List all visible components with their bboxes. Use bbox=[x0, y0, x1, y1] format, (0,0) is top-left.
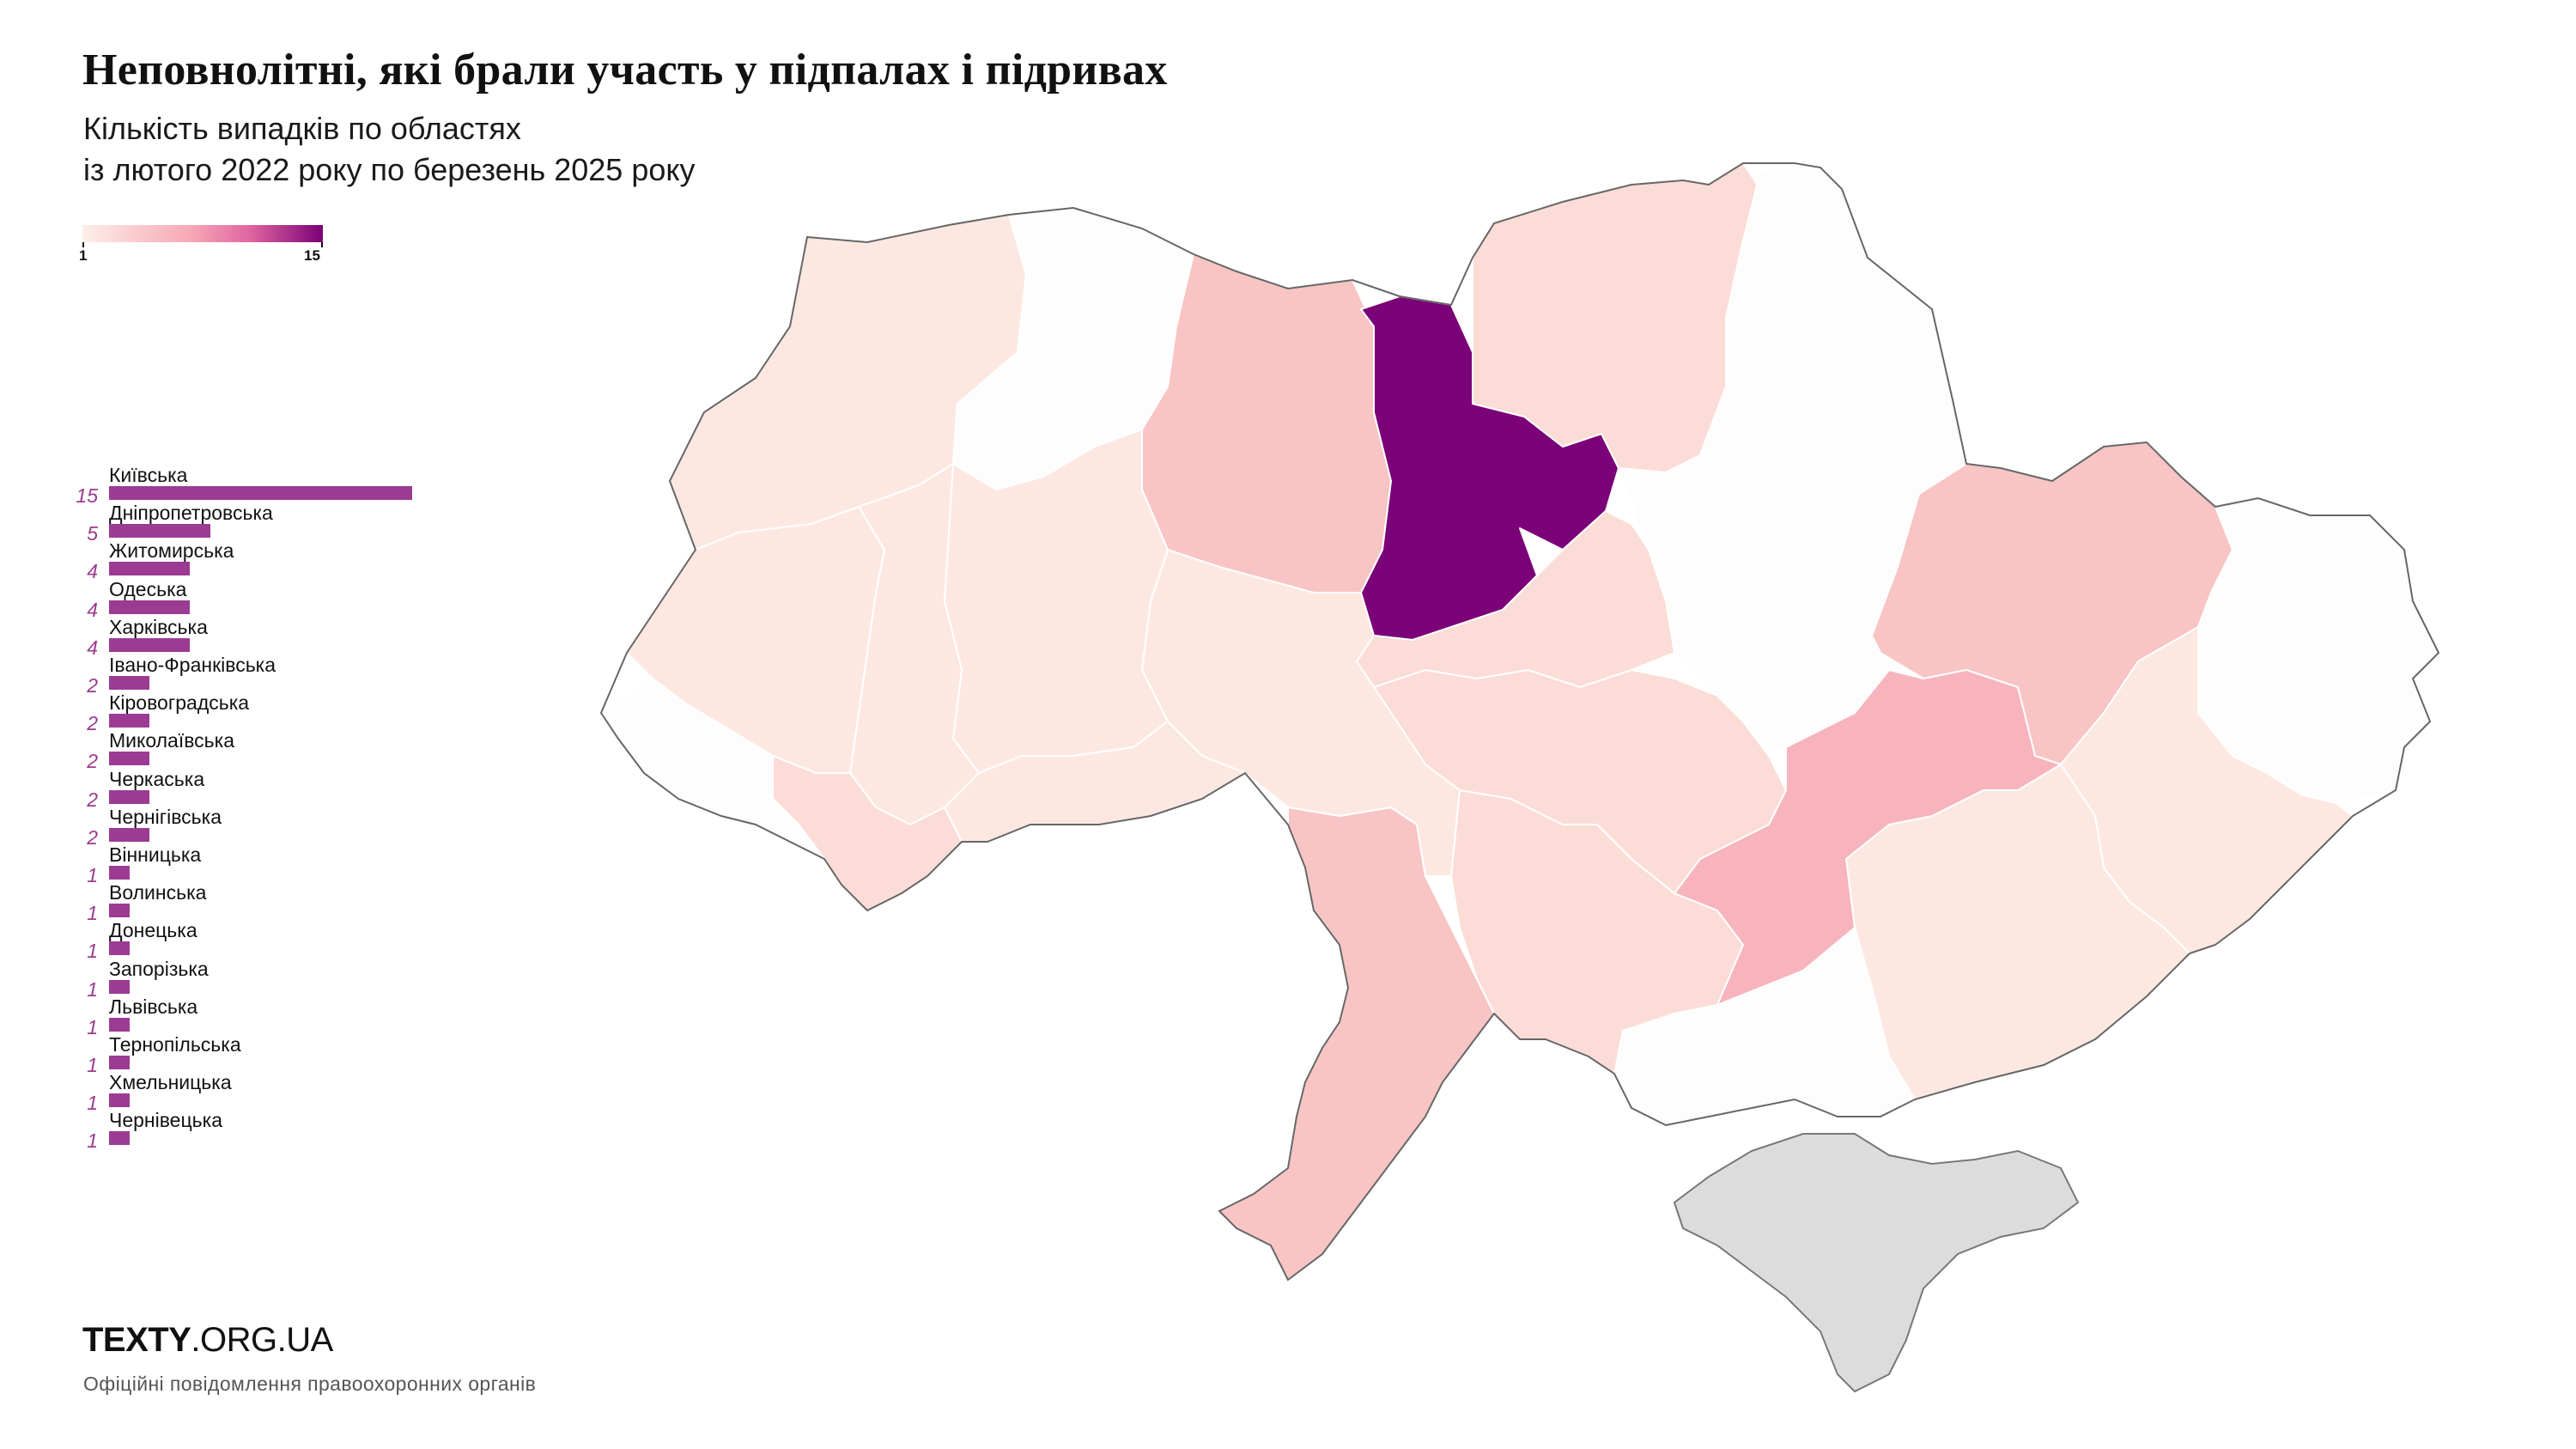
bar-category-label: Хмельницька bbox=[109, 1071, 232, 1094]
bar-value-label: 4 bbox=[87, 598, 98, 621]
crimea-outline bbox=[1673, 1133, 2080, 1393]
bar-category-label: Львівська bbox=[109, 995, 198, 1018]
brand-logo: TEXTY.ORG.UA bbox=[82, 1321, 333, 1360]
bar-value-label: 4 bbox=[87, 636, 98, 659]
region-18 bbox=[944, 429, 1169, 774]
bar-value-label: 2 bbox=[87, 712, 98, 735]
bar bbox=[109, 904, 130, 918]
bar bbox=[109, 941, 130, 956]
source-note: Офіційні повідомлення правоохоронних орг… bbox=[83, 1373, 537, 1395]
region-16 bbox=[1674, 669, 2062, 1006]
bar-value-label: 1 bbox=[87, 1129, 98, 1153]
bar bbox=[109, 1017, 130, 1032]
bar-category-label: Київська bbox=[109, 464, 188, 486]
bar-value-label: 2 bbox=[87, 825, 98, 849]
bar-row: Хмельницька 1 bbox=[0, 1071, 481, 1114]
bar bbox=[109, 600, 191, 614]
bar-value-label: 1 bbox=[87, 1054, 98, 1076]
bar-row: Тернопільська 1 bbox=[0, 1033, 481, 1076]
bar-value-label: 1 bbox=[87, 1092, 98, 1115]
legend-min-label: 1 bbox=[79, 247, 88, 264]
bar bbox=[109, 1131, 130, 1146]
bar-chart: Київська 15 Дніпропетровська 5 Житомирська 4 О… bbox=[0, 0, 481, 1449]
region-14 bbox=[1356, 510, 1675, 688]
bar bbox=[109, 714, 150, 728]
bar-category-label: Запорізька bbox=[109, 957, 209, 980]
bar-category-label: Івано-Франківська bbox=[109, 654, 276, 676]
bar-value-label: 1 bbox=[87, 864, 98, 886]
bar-value-label: 1 bbox=[87, 977, 98, 1001]
bar bbox=[109, 752, 150, 766]
bar-row: Миколаївська 2 bbox=[0, 729, 481, 772]
bar-category-label: Чернігівська bbox=[109, 805, 222, 828]
subtitle-line-1: Кількість випадків по областях bbox=[83, 111, 521, 146]
bar-value-label: 15 bbox=[76, 484, 98, 507]
bar-category-label: Харківська bbox=[109, 615, 208, 638]
bar bbox=[109, 562, 191, 576]
bar-row: Івано-Франківська 2 bbox=[0, 654, 481, 697]
bar-category-label: Миколаївська bbox=[109, 729, 235, 752]
bar bbox=[109, 789, 150, 804]
bar-value-label: 2 bbox=[87, 788, 98, 811]
subtitle-line-2: із лютого 2022 року по березень 2025 рок… bbox=[83, 152, 696, 187]
bar-row: Черкаська 2 bbox=[0, 767, 481, 811]
bar-category-label: Волинська bbox=[109, 881, 207, 904]
bar bbox=[109, 979, 130, 994]
legend-tick-max bbox=[321, 242, 323, 247]
bar-value-label: 5 bbox=[87, 522, 98, 545]
bar bbox=[109, 1093, 130, 1108]
legend-gradient bbox=[82, 225, 323, 242]
bar-category-label: Донецька bbox=[109, 919, 197, 942]
bar-category-label: Вінницька bbox=[109, 843, 202, 866]
bar-value-label: 2 bbox=[87, 674, 98, 697]
legend-max-label: 15 bbox=[304, 247, 320, 264]
bar-category-label: Черкаська bbox=[109, 767, 205, 790]
bar bbox=[109, 486, 412, 500]
region-24 bbox=[1674, 1133, 2079, 1392]
brand-logo-bold: TEXTY bbox=[82, 1321, 191, 1359]
bar-row: Львівська 1 bbox=[0, 995, 481, 1038]
bar-category-label: Чернівецька bbox=[109, 1109, 222, 1132]
bar-category-label: Дніпропетровська bbox=[109, 502, 273, 525]
bar-row: Житомирська 4 bbox=[0, 539, 481, 582]
brand-logo-rest: .ORG.UA bbox=[191, 1321, 333, 1359]
bar-value-label: 2 bbox=[87, 750, 98, 773]
bar-category-label: Одеська bbox=[109, 577, 187, 600]
bar-row: Волинська 1 bbox=[0, 881, 481, 924]
bar bbox=[109, 1056, 130, 1069]
country-outline bbox=[599, 162, 2440, 1282]
bar bbox=[109, 637, 191, 652]
bar-row: Кіровоградська 2 bbox=[0, 691, 481, 734]
bar-row: Запорізька 1 bbox=[0, 957, 481, 1001]
bar-row: Дніпропетровська 5 bbox=[0, 502, 481, 545]
bar-category-label: Кіровоградська bbox=[109, 691, 250, 715]
bar bbox=[109, 676, 150, 690]
legend-tick-min bbox=[82, 242, 84, 247]
region-shapes bbox=[600, 162, 2439, 1392]
bar-value-label: 4 bbox=[87, 560, 98, 583]
bar-row: Донецька 1 bbox=[0, 919, 481, 962]
bar-value-label: 1 bbox=[87, 1015, 98, 1038]
bar-row: Київська 15 bbox=[0, 464, 481, 507]
bar-row: Одеська 4 bbox=[0, 577, 481, 621]
bar-category-label: Житомирська bbox=[109, 539, 234, 563]
color-legend: 1 15 bbox=[79, 225, 323, 266]
bar-row: Вінницька 1 bbox=[0, 843, 481, 886]
bar bbox=[109, 827, 150, 842]
bar-row: Харківська 4 bbox=[0, 615, 481, 659]
bar-row: Чернівецька 1 bbox=[0, 1109, 481, 1152]
chart-title: Неповнолітні, які брали участь у підпала… bbox=[82, 46, 1168, 94]
bar bbox=[109, 524, 210, 539]
bar-value-label: 1 bbox=[87, 940, 98, 963]
chart-subtitle: Кількість випадків по областях із лютого… bbox=[83, 108, 696, 191]
bar bbox=[109, 866, 130, 880]
bar-row: Чернігівська 2 bbox=[0, 805, 481, 849]
bar-value-label: 1 bbox=[87, 902, 98, 925]
bar-category-label: Тернопільська bbox=[109, 1033, 241, 1056]
